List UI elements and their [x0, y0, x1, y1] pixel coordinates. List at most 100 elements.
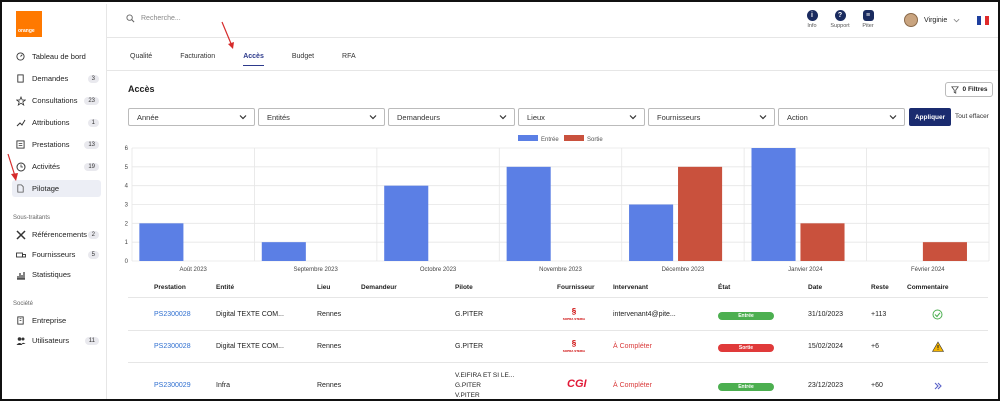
col-header-commentaire[interactable]: Commentaire	[907, 284, 949, 291]
col-header-fournisseur[interactable]: Fournisseur	[557, 284, 595, 291]
filter-fournisseurs[interactable]: Fournisseurs	[648, 108, 775, 126]
filter-action[interactable]: Action	[778, 108, 905, 126]
help-icon: ?	[834, 10, 846, 21]
sidebar-item-attributions[interactable]: Attributions 1	[12, 114, 101, 131]
cgi-logo: CGI	[567, 378, 587, 390]
user-menu[interactable]: Virginie	[904, 13, 960, 27]
col-header-entite[interactable]: Entité	[216, 284, 235, 291]
sidebar-item-label: Référencements	[32, 230, 88, 239]
document-icon	[15, 73, 26, 84]
filter-annee[interactable]: Année	[128, 108, 255, 126]
page-title: Accès	[128, 84, 155, 94]
filter-label: Fournisseurs	[657, 112, 701, 122]
star-icon	[15, 95, 26, 106]
sidebar-item-demandes[interactable]: Demandes 3	[12, 70, 101, 87]
filter-entites[interactable]: Entités	[258, 108, 385, 126]
orange-logo[interactable]: orange	[16, 11, 42, 37]
support-label: Support	[830, 23, 850, 29]
sidebar-item-statistiques[interactable]: Statistiques	[12, 266, 101, 283]
french-flag-icon[interactable]	[977, 16, 989, 25]
search-bar[interactable]: Recherche...	[126, 14, 181, 23]
sidebar-item-label: Fournisseurs	[32, 250, 76, 259]
tab-qualite[interactable]: Qualité	[130, 53, 153, 60]
status-badge: Sortie	[718, 344, 774, 352]
y-tick-label: 3	[125, 203, 129, 209]
col-header-pilote[interactable]: Pilote	[455, 284, 473, 291]
tab-rfa[interactable]: RFA	[342, 53, 356, 60]
apply-button[interactable]: Appliquer	[909, 108, 951, 126]
support-button[interactable]: ? Support	[828, 10, 852, 29]
bar-sortie	[678, 166, 723, 261]
col-header-date[interactable]: Date	[808, 284, 823, 291]
count-badge: 13	[84, 140, 99, 149]
bar-chart-icon	[15, 269, 26, 280]
sidebar-item-label: Prestations	[32, 140, 70, 149]
chevron-down-icon	[629, 115, 637, 120]
sidebar-item-consultations[interactable]: Consultations 23	[12, 92, 101, 109]
prestation-link[interactable]: PS2300029	[154, 382, 191, 389]
filters-button[interactable]: 0 Filtres	[945, 82, 993, 97]
x-tick-label: Août 2023	[180, 267, 208, 273]
col-header-demandeur[interactable]: Demandeur	[361, 284, 397, 291]
x-tick-label: Janvier 2024	[788, 267, 823, 273]
count-badge: 5	[87, 250, 99, 259]
row-divider	[128, 330, 988, 331]
info-icon: i	[806, 10, 818, 21]
list-icon	[15, 139, 26, 150]
sopra-steria-logo: § SOPRA STERIA	[562, 307, 586, 321]
sidebar-item-prestations[interactable]: Prestations 13	[12, 136, 101, 153]
warning-icon[interactable]	[932, 341, 944, 352]
filter-demandeurs[interactable]: Demandeurs	[388, 108, 515, 126]
double-chevron-right-icon[interactable]	[933, 381, 943, 391]
sidebar-item-tableau-de-bord[interactable]: Tableau de bord	[12, 48, 101, 65]
filter-lieux[interactable]: Lieux	[518, 108, 645, 126]
sidebar-item-fournisseurs[interactable]: Fournisseurs 5	[12, 246, 101, 263]
clear-all-link[interactable]: Tout effacer	[955, 113, 989, 120]
sidebar-item-entreprise[interactable]: Entreprise	[12, 312, 101, 329]
reste-cell: +113	[871, 311, 887, 318]
tab-budget[interactable]: Budget	[291, 53, 315, 60]
bar-entrée	[384, 185, 429, 261]
search-input[interactable]: Recherche...	[141, 15, 181, 22]
bar-entrée	[751, 148, 796, 261]
sidebar: orange Tableau de bord Demandes 3 Consul…	[4, 4, 107, 399]
chevron-down-icon	[239, 115, 247, 120]
col-header-reste[interactable]: Reste	[871, 284, 889, 291]
chat-icon: ≡	[862, 10, 874, 21]
prestation-link[interactable]: PS2300028	[154, 311, 191, 318]
reste-cell: +6	[871, 343, 879, 350]
section-label-societe: Société	[13, 301, 34, 307]
pilote-cell: G.PITER	[455, 343, 484, 350]
info-button[interactable]: i Info	[800, 10, 824, 29]
user-name: Virginie	[924, 16, 948, 24]
logo-text: orange	[18, 28, 35, 34]
sidebar-item-referencements[interactable]: Référencements 2	[12, 226, 101, 243]
col-header-lieu[interactable]: Lieu	[317, 284, 331, 291]
count-badge: 1	[87, 118, 99, 127]
col-header-etat[interactable]: État	[718, 284, 731, 291]
piter-button[interactable]: ≡ Piter	[856, 10, 880, 29]
cross-tools-icon	[15, 229, 26, 240]
annotation-arrow-icon	[221, 21, 234, 49]
sidebar-item-label: Entreprise	[32, 316, 67, 325]
sidebar-item-activites[interactable]: Activités 19	[12, 158, 101, 175]
supplier-name: SOPRA STERIA	[562, 349, 586, 353]
y-tick-label: 0	[125, 259, 129, 265]
check-circle-icon[interactable]	[932, 309, 943, 320]
sidebar-item-pilotage[interactable]: Pilotage	[12, 180, 101, 197]
prestation-link[interactable]: PS2300028	[154, 343, 191, 350]
filters-label: 0 Filtres	[962, 86, 988, 93]
sidebar-item-utilisateurs[interactable]: Utilisateurs 11	[12, 332, 101, 349]
sidebar-item-label: Tableau de bord	[32, 52, 86, 61]
tab-facturation[interactable]: Facturation	[180, 53, 216, 60]
info-label: Info	[807, 23, 817, 29]
sidebar-item-label: Activités	[32, 162, 60, 171]
x-tick-label: Septembre 2023	[293, 267, 338, 273]
tab-acces[interactable]: Accès	[243, 53, 264, 66]
col-header-intervenant[interactable]: Intervenant	[613, 284, 649, 291]
col-header-prestation[interactable]: Prestation	[154, 284, 186, 291]
clock-icon	[15, 161, 26, 172]
access-bar-chart: Entrée Sortie 0 1 2 3 4 5 6 Août 2023 Septembre 20…	[125, 135, 990, 273]
pilote-line: V.EIFIRA ET SI LE...	[455, 372, 515, 379]
legend-swatch	[564, 135, 584, 141]
